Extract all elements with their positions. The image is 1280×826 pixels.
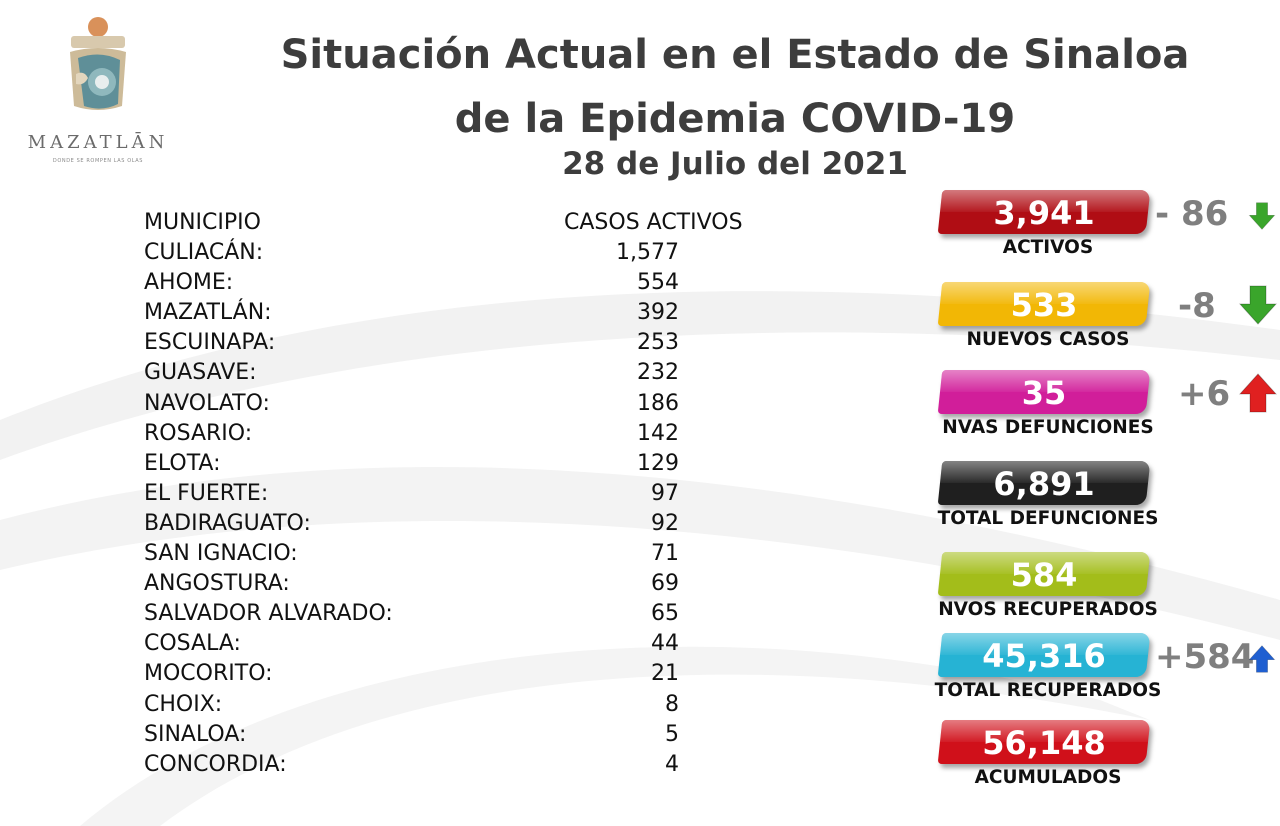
casos-activos-value: 4 [665,751,679,777]
stat-value: 45,316 [982,637,1106,675]
stat-delta: +6 [1178,374,1231,414]
municipio-name: SAN IGNACIO: [144,541,298,567]
table-row: EL FUERTE: 97 [144,479,764,509]
stat-label: TOTAL RECUPERADOS [934,680,1162,701]
stat-delta: +584 [1155,637,1255,677]
stat-label: ACTIVOS [1002,237,1094,258]
casos-activos-value: 65 [651,601,679,627]
municipio-name: ELOTA: [144,450,221,476]
stat-card: 6,891 TOTAL DEFUNCIONES [930,461,1280,551]
casos-activos-value: 92 [651,510,679,536]
up-arrow-icon [1238,373,1278,413]
table-row: NAVOLATO: 186 [144,389,764,419]
casos-activos-value: 392 [637,300,679,326]
table-row: SINALOA: 5 [144,720,764,750]
stat-card: 533 NUEVOS CASOS -8 [930,282,1280,372]
stat-card: 45,316 TOTAL RECUPERADOS +584 [930,633,1280,723]
table-row: ELOTA: 129 [144,449,764,479]
mazatlan-logo: MAZATLĀN DONDE SE ROMPEN LAS OLAS [18,14,178,174]
mazatlan-logo-icon [70,17,126,110]
municipio-name: CULIACÁN: [144,240,264,266]
municipios-table: MUNICIPIO CASOS ACTIVOS CULIACÁN: 1,577 AH… [144,208,764,780]
table-row: MAZATLÁN: 392 [144,298,764,328]
table-row: SALVADOR ALVARADO: 65 [144,599,764,629]
casos-activos-value: 1,577 [616,240,679,266]
stat-delta: - 86 [1155,194,1229,234]
logo-name: MAZATLĀN [27,132,169,153]
header-municipio: MUNICIPIO [144,210,261,235]
municipio-name: EL FUERTE: [144,480,269,506]
municipio-name: AHOME: [144,270,234,296]
casos-activos-value: 186 [637,390,679,416]
stat-value: 6,891 [993,465,1095,503]
casos-activos-value: 253 [637,330,679,356]
header-casos-activos: CASOS ACTIVOS [564,210,743,235]
down-arrow-icon [1238,285,1278,325]
casos-activos-value: 554 [637,270,679,296]
municipio-name: COSALA: [144,631,241,657]
casos-activos-value: 232 [637,360,679,386]
municipio-name: CONCORDIA: [144,751,287,777]
municipio-name: SINALOA: [144,721,247,747]
municipio-name: CHOIX: [144,691,223,717]
stat-card: 56,148 ACUMULADOS [930,720,1280,810]
casos-activos-value: 71 [651,541,679,567]
table-row: ANGOSTURA: 69 [144,569,764,599]
stat-value: 3,941 [993,194,1095,232]
stat-value: 584 [1010,556,1078,594]
table-row: CONCORDIA: 4 [144,750,764,780]
stat-value: 56,148 [982,724,1106,762]
title-line-2: de la Epidemia COVID-19 [454,96,1016,142]
table-row: GUASAVE: 232 [144,358,764,388]
stat-card: 3,941 ACTIVOS - 86 [930,190,1280,280]
casos-activos-value: 142 [637,420,679,446]
stat-label: ACUMULADOS [974,767,1122,788]
table-row: ROSARIO: 142 [144,419,764,449]
municipio-name: MOCORITO: [144,661,273,687]
stat-label: NUEVOS CASOS [966,329,1130,350]
stat-label: TOTAL DEFUNCIONES [937,508,1159,529]
casos-activos-value: 5 [665,721,679,747]
casos-activos-value: 44 [651,631,679,657]
table-row: AHOME: 554 [144,268,764,298]
logo-tagline: DONDE SE ROMPEN LAS OLAS [52,158,144,164]
stat-label: NVAS DEFUNCIONES [942,417,1154,438]
table-row: SAN IGNACIO: 71 [144,539,764,569]
table-row: CULIACÁN: 1,577 [144,238,764,268]
table-row: BADIRAGUATO: 92 [144,509,764,539]
casos-activos-value: 21 [651,661,679,687]
stat-label: NVOS RECUPERADOS [938,599,1158,620]
report-date: 28 de Julio del 2021 [562,146,908,182]
municipio-name: BADIRAGUATO: [144,510,311,536]
municipio-name: NAVOLATO: [144,390,270,416]
up-arrow-icon [1248,645,1276,673]
table-header: MUNICIPIO CASOS ACTIVOS [144,208,764,238]
table-row: COSALA: 44 [144,629,764,659]
table-row: ESCUINAPA: 253 [144,328,764,358]
municipio-name: ROSARIO: [144,420,253,446]
stat-card: 584 NVOS RECUPERADOS [930,552,1280,642]
stat-card: 35 NVAS DEFUNCIONES +6 [930,370,1280,460]
casos-activos-value: 8 [665,691,679,717]
municipio-name: ANGOSTURA: [144,571,290,597]
down-arrow-icon [1248,202,1276,230]
municipio-name: MAZATLÁN: [144,300,272,326]
municipio-name: GUASAVE: [144,360,257,386]
table-row: MOCORITO: 21 [144,659,764,689]
table-row: CHOIX: 8 [144,690,764,720]
casos-activos-value: 129 [637,450,679,476]
municipio-name: SALVADOR ALVARADO: [144,601,393,627]
municipio-name: ESCUINAPA: [144,330,276,356]
casos-activos-value: 97 [651,480,679,506]
stat-delta: -8 [1178,286,1216,326]
title-line-1: Situación Actual en el Estado de Sinaloa [280,32,1190,78]
stat-value: 35 [1021,374,1067,412]
casos-activos-value: 69 [651,571,679,597]
table-rows: CULIACÁN: 1,577 AHOME: 554 MAZATLÁN: 392 ESCUI… [144,238,764,780]
stat-value: 533 [1010,286,1078,324]
